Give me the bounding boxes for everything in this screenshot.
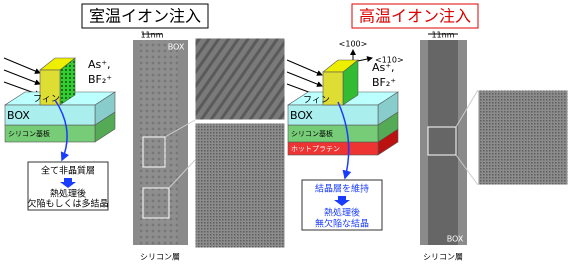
zoom-image (194, 122, 286, 249)
zoom-frame (427, 126, 457, 156)
box-label: BOX (290, 109, 313, 122)
title: 室温イオン注入 (89, 7, 201, 26)
right-panel: 高温イオン注入 <100> <110> As⁺, BF₂⁺ フィン BOX シリ… (286, 3, 569, 262)
ion-label: BF₂⁺ (372, 76, 396, 89)
scale-label: 11nm (431, 31, 454, 40)
zoom-line (455, 89, 479, 128)
arrows (286, 59, 323, 99)
silicon-label: シリコン層 (140, 253, 180, 262)
zoom-frame (142, 187, 170, 219)
direction-label: <110> (375, 56, 404, 65)
scale-label: 11nm (140, 31, 163, 40)
down-arrow (334, 196, 350, 206)
ion-label: As⁺, (88, 58, 111, 71)
title: 高温イオン注入 (359, 7, 471, 26)
zoom-line (455, 154, 479, 186)
pointer (337, 101, 352, 180)
tem-box-label: BOX (447, 235, 464, 244)
note: 熱処理後 (50, 188, 86, 200)
title-box (81, 3, 209, 29)
ion-label: As⁺, (372, 61, 395, 74)
device (3, 57, 117, 143)
note: 全て非晶質層 (41, 165, 95, 177)
note: 結晶層を維持 (315, 183, 369, 195)
note: 欠陥もしくは多結晶 (27, 198, 108, 210)
note: 無欠陥な結晶 (315, 218, 369, 230)
fin-label: フィン (303, 96, 330, 106)
left-panel: 室温イオン注入 As⁺, BF₂⁺ フィン BOX シリコン基板 全て非晶質層 … (3, 3, 286, 262)
pointer (54, 99, 70, 162)
silicon-label: シリコン層 (423, 253, 463, 262)
box-label: BOX (7, 109, 30, 122)
tem-box-label: BOX (168, 43, 185, 52)
ion-label: BF₂⁺ (88, 73, 112, 86)
substrate-label: シリコン基板 (291, 129, 333, 138)
tem-silicon (428, 40, 458, 245)
fin-label: フィン (33, 95, 60, 105)
hotplate-label: ホットプラテン (291, 145, 340, 153)
zoom-image (194, 37, 286, 121)
tem-silicon (140, 40, 178, 245)
down-arrow (60, 178, 76, 188)
direction-label: <100> (339, 40, 368, 49)
zoom-line (164, 119, 196, 138)
zoom-frame (142, 136, 166, 168)
arrows (3, 57, 41, 97)
note: 熱処理後 (324, 207, 360, 219)
zoom-line (168, 159, 196, 189)
device (286, 59, 400, 156)
title-box (351, 3, 479, 29)
substrate-label: シリコン基板 (8, 129, 50, 138)
zoom-image (477, 89, 569, 186)
